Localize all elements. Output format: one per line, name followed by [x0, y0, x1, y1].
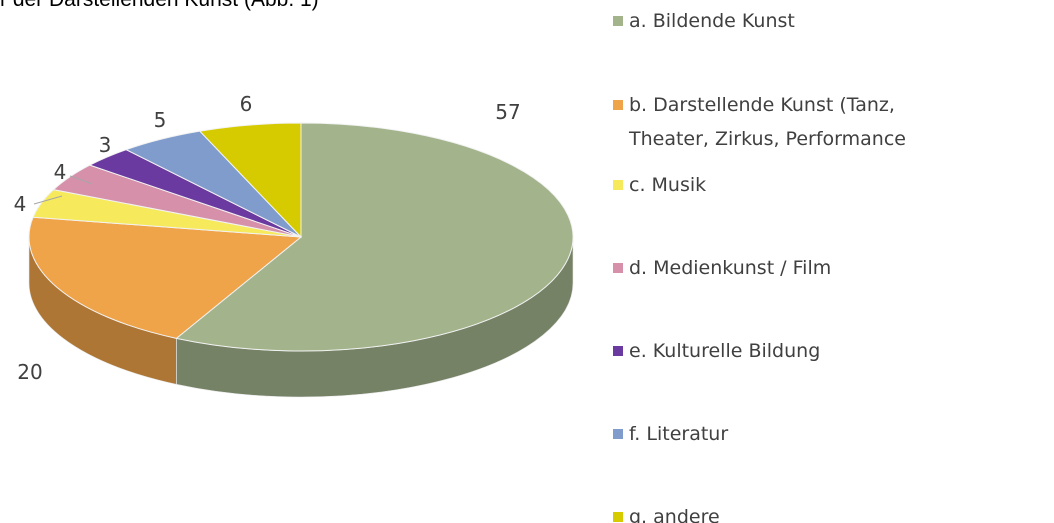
- legend-item: g. andere: [613, 500, 1053, 523]
- leader-line: [69, 175, 93, 185]
- legend-swatch: [613, 429, 623, 439]
- legend-swatch: [613, 346, 623, 356]
- legend-label: c. Musik: [629, 174, 707, 196]
- legend-label: a. Bildende Kunst: [629, 10, 795, 32]
- pie-slice: [28, 216, 303, 339]
- legend-item: c. Musik: [613, 168, 1053, 202]
- chart-title: r der Darstellenden Kunst (Abb. 1): [0, 0, 319, 12]
- legend-swatch: [613, 16, 623, 26]
- legend-item: b. Darstellende Kunst (Tanz, Theater, Zi…: [613, 88, 1053, 156]
- legend-label: b. Darstellende Kunst (Tanz, Theater, Zi…: [629, 94, 906, 150]
- legend-item: a. Bildende Kunst: [613, 4, 1053, 38]
- legend-item: e. Kulturelle Bildung: [613, 334, 1053, 368]
- legend-label: e. Kulturelle Bildung: [629, 340, 821, 362]
- pie-slice: [198, 122, 302, 239]
- legend-item: f. Literatur: [613, 417, 1053, 451]
- legend-label: f. Literatur: [629, 423, 729, 445]
- legend-item: d. Medienkunst / Film: [613, 251, 1053, 285]
- data-label: 4: [54, 160, 67, 184]
- legend-swatch: [613, 263, 623, 273]
- legend-swatch: [613, 512, 623, 522]
- legend-label: g. andere: [629, 506, 720, 523]
- data-label: 4: [14, 192, 27, 216]
- data-label: 3: [99, 133, 112, 157]
- legend-label: d. Medienkunst / Film: [629, 257, 832, 279]
- data-label: 57: [495, 100, 520, 124]
- legend-swatch: [613, 180, 623, 190]
- legend-swatch: [613, 100, 623, 110]
- pie-slice: [175, 122, 574, 352]
- data-label: 20: [17, 360, 42, 384]
- data-label: 6: [240, 92, 253, 116]
- chart: 57 20 4 4 3 5 6: [14, 92, 574, 398]
- leader-line: [33, 195, 63, 205]
- data-label: 5: [154, 108, 167, 132]
